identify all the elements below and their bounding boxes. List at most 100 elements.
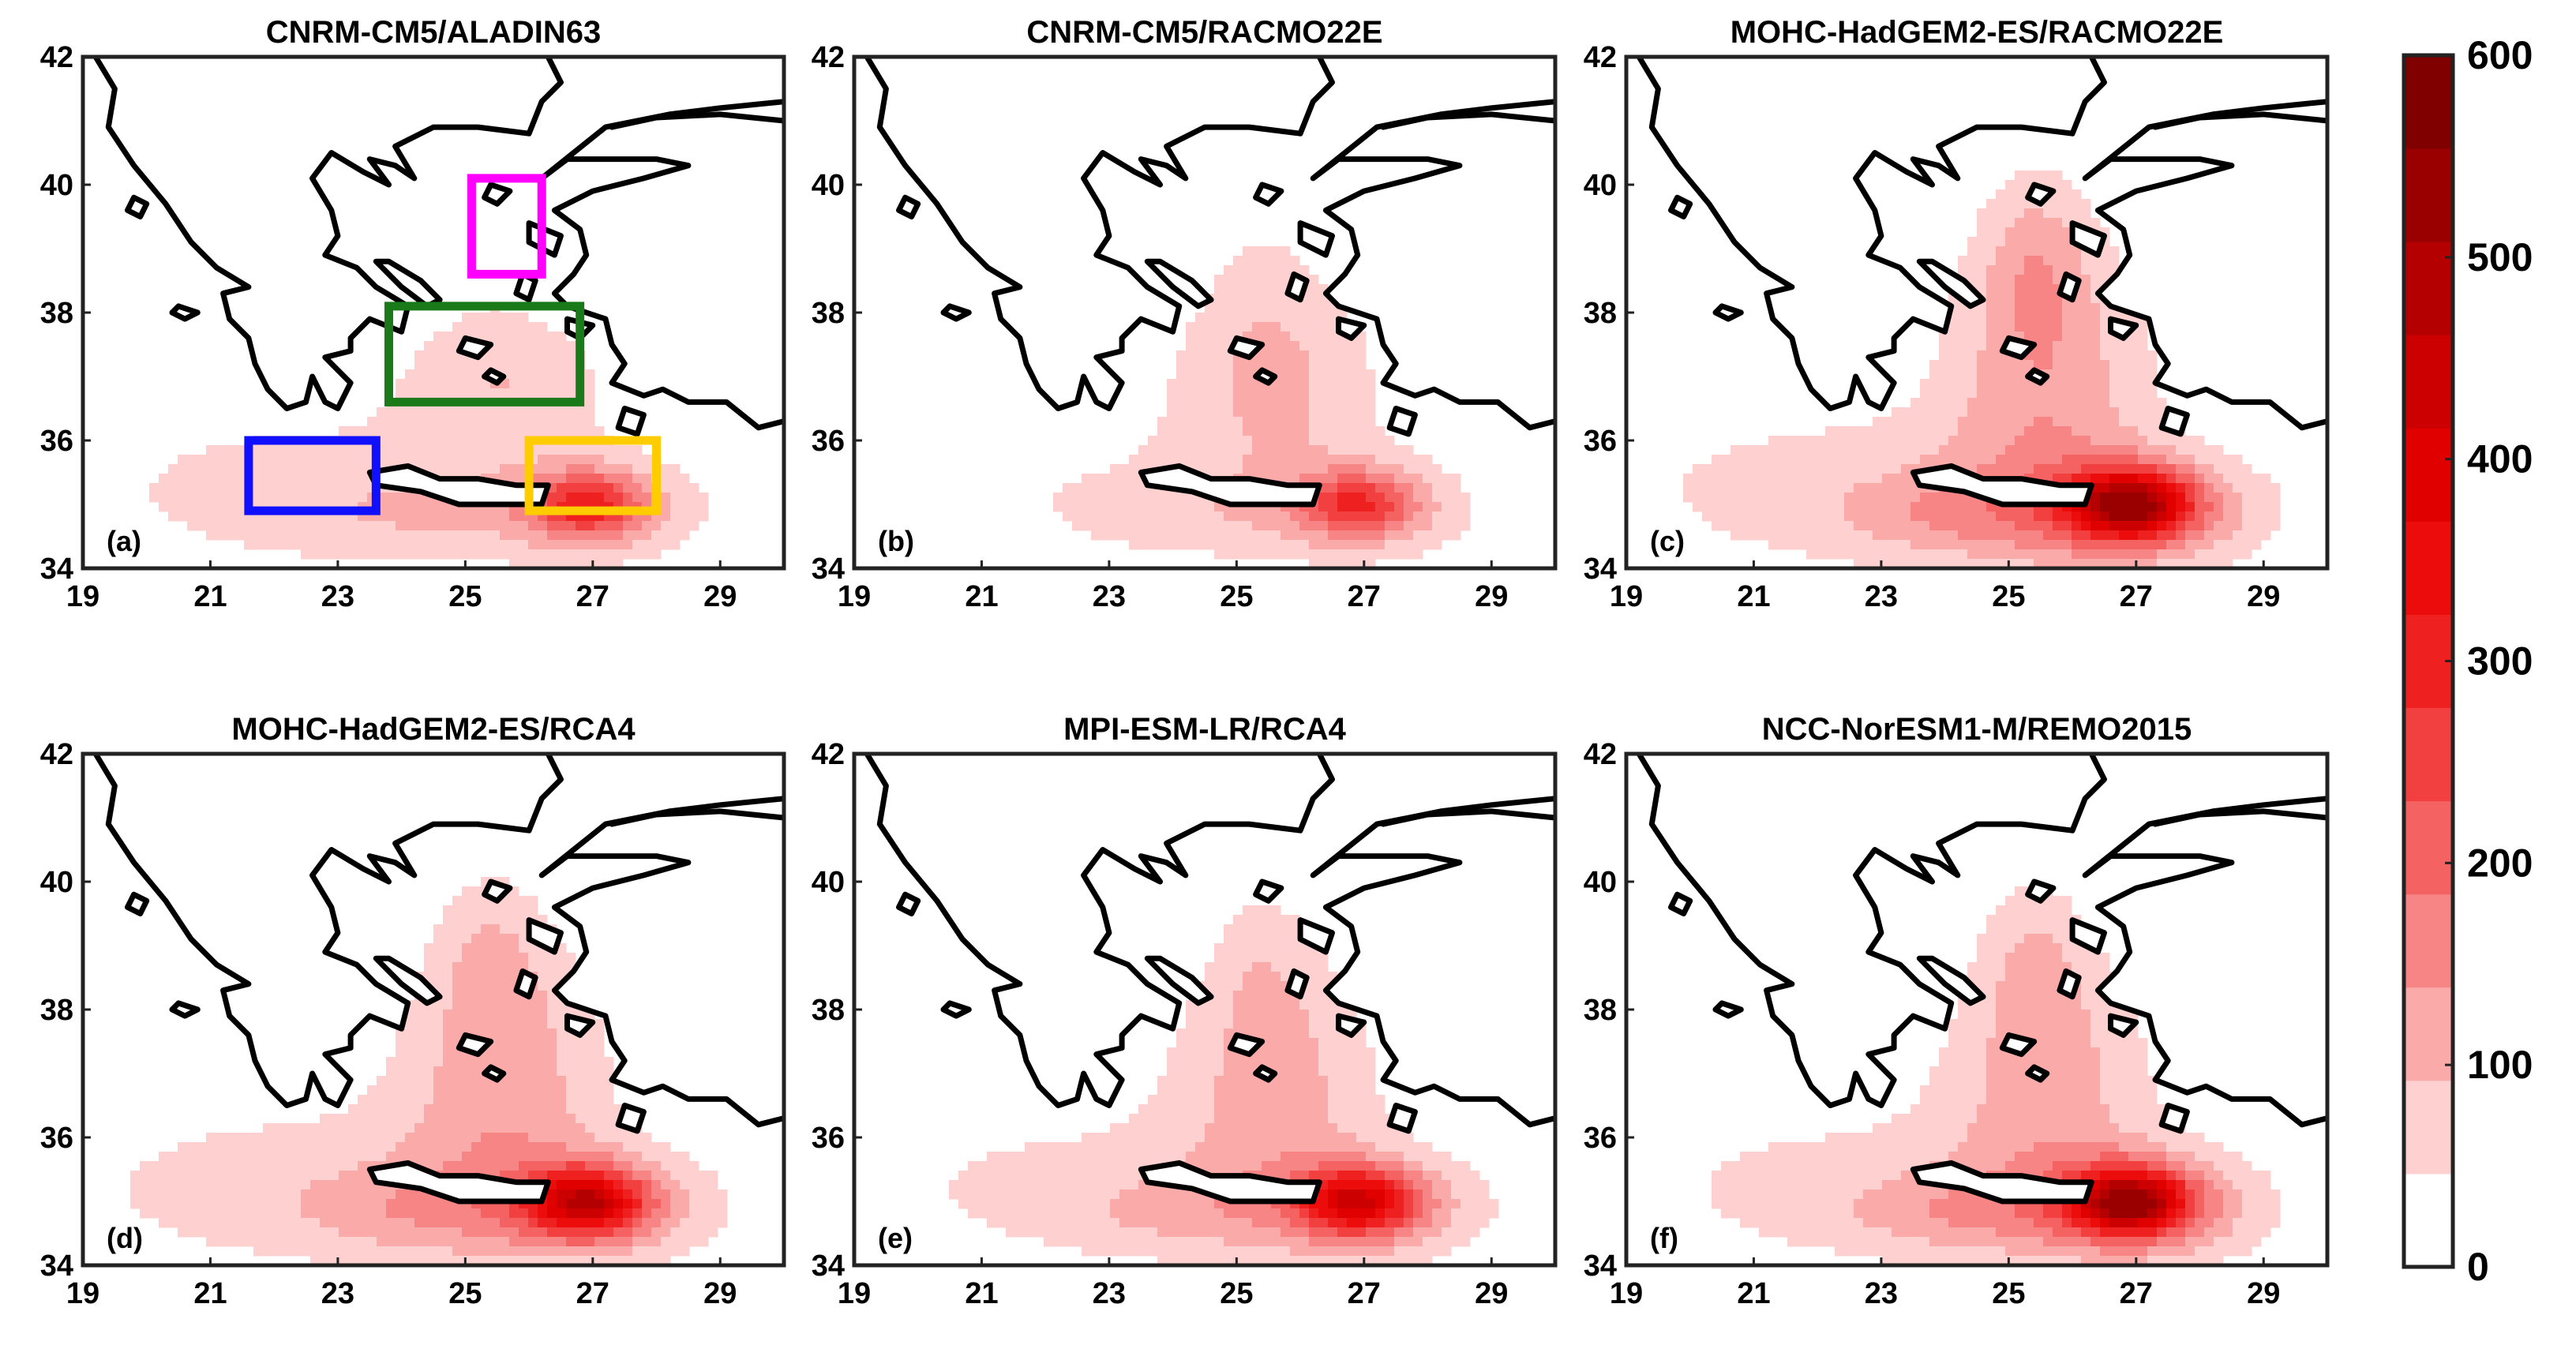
y-tick-label: 42 <box>40 738 73 771</box>
y-tick-label: 34 <box>1584 553 1617 586</box>
x-tick-label: 23 <box>321 1277 354 1310</box>
coastline <box>83 754 784 1205</box>
coastline <box>1626 754 2327 1205</box>
x-tick-label: 23 <box>1865 1277 1898 1310</box>
y-tick-label: 38 <box>1584 297 1617 330</box>
x-tick-label: 21 <box>1737 580 1770 613</box>
y-tick-label: 34 <box>40 553 73 586</box>
colorbar-segment <box>2404 1173 2453 1268</box>
y-tick-label: 42 <box>1584 41 1617 74</box>
colorbar-segment <box>2404 707 2453 802</box>
x-tick-label: 25 <box>1220 1277 1253 1310</box>
colorbar-segment <box>2404 335 2453 429</box>
colorbar-segment <box>2404 148 2453 242</box>
x-tick-label: 21 <box>965 1277 998 1310</box>
x-tick-label: 27 <box>2120 580 2153 613</box>
x-tick-label: 29 <box>703 580 737 613</box>
contour-field <box>1626 754 2327 1265</box>
panel-title: MOHC-HadGEM2-ES/RACMO22E <box>1730 15 2224 50</box>
panel-label: (a) <box>107 525 141 557</box>
y-tick-label: 42 <box>812 41 845 74</box>
y-tick-label: 42 <box>1584 738 1617 771</box>
colorbar-tick-label: 400 <box>2467 437 2533 481</box>
panel-title: NCC-NorESM1-M/REMO2015 <box>1762 712 2192 747</box>
y-tick-label: 36 <box>40 1122 73 1155</box>
x-tick-label: 19 <box>838 580 871 613</box>
panel-title: MOHC-HadGEM2-ES/RCA4 <box>231 712 636 747</box>
y-tick-label: 40 <box>40 169 73 202</box>
panel-label: (d) <box>107 1222 143 1254</box>
region-box-north <box>467 174 546 279</box>
x-tick-label: 25 <box>448 580 482 613</box>
x-tick-label: 27 <box>1348 1277 1381 1310</box>
region-box-southeast <box>524 436 662 515</box>
colorbar-tick-label: 100 <box>2467 1043 2533 1087</box>
y-tick-label: 40 <box>1584 866 1617 899</box>
x-tick-label: 23 <box>1093 1277 1126 1310</box>
x-tick-label: 19 <box>1610 1277 1643 1310</box>
x-tick-label: 19 <box>838 1277 871 1310</box>
y-tick-label: 38 <box>40 994 73 1027</box>
x-tick-label: 27 <box>2120 1277 2153 1310</box>
y-tick-label: 36 <box>1584 1122 1617 1155</box>
y-tick-label: 34 <box>40 1249 73 1283</box>
colorbar-segment <box>2404 55 2453 149</box>
panel-label: (c) <box>1650 525 1685 557</box>
y-tick-label: 36 <box>812 425 845 458</box>
panel-label: (e) <box>878 1222 913 1254</box>
y-tick-label: 38 <box>812 994 845 1027</box>
x-tick-label: 27 <box>1348 580 1381 613</box>
panel-title: MPI-ESM-LR/RCA4 <box>1063 712 1347 747</box>
panel-label: (f) <box>1650 1222 1678 1254</box>
x-tick-label: 25 <box>1220 580 1253 613</box>
y-tick-label: 36 <box>812 1122 845 1155</box>
panel-f: NCC-NorESM1-M/REMO2015 (f)19 21 23 25 27 29 42 4… <box>1584 712 2330 1310</box>
x-tick-label: 29 <box>2247 580 2280 613</box>
y-tick-label: 38 <box>40 297 73 330</box>
y-tick-label: 34 <box>812 1249 845 1283</box>
colorbar-segment <box>2404 1080 2453 1175</box>
x-tick-label: 21 <box>193 1277 227 1310</box>
colorbar-segment <box>2404 800 2453 895</box>
colorbar-tick-label: 300 <box>2467 639 2533 684</box>
colorbar-tick-label: 600 <box>2467 33 2533 77</box>
y-tick-label: 38 <box>812 297 845 330</box>
x-tick-label: 29 <box>1475 580 1508 613</box>
x-tick-label: 29 <box>2247 1277 2280 1310</box>
x-tick-label: 23 <box>1093 580 1126 613</box>
x-tick-label: 21 <box>193 580 227 613</box>
colorbar-segment <box>2404 428 2453 522</box>
y-tick-label: 34 <box>1584 1249 1617 1283</box>
contour-field <box>854 57 1555 568</box>
y-tick-label: 36 <box>1584 425 1617 458</box>
y-tick-label: 34 <box>812 553 845 586</box>
x-tick-label: 19 <box>66 580 99 613</box>
coastline <box>854 57 1555 508</box>
region-box-west <box>244 436 381 515</box>
panel-e: MPI-ESM-LR/RCA4 (e)19 21 23 25 27 29 42 40 38 36 34 <box>812 712 1558 1310</box>
colorbar-segment <box>2404 987 2453 1081</box>
colorbar-segment <box>2404 242 2453 335</box>
coastline <box>854 754 1555 1205</box>
region-box-central <box>384 302 585 406</box>
colorbar: 600 500 400 300 200 100 0 <box>2402 33 2533 1289</box>
x-tick-label: 25 <box>448 1277 482 1310</box>
y-tick-label: 36 <box>40 425 73 458</box>
colorbar-segment <box>2404 521 2453 615</box>
y-tick-label: 40 <box>812 169 845 202</box>
x-tick-label: 25 <box>1992 580 2025 613</box>
contour-field <box>83 57 784 568</box>
contour-field <box>1626 57 2327 568</box>
x-tick-label: 19 <box>66 1277 99 1310</box>
contour-field <box>83 754 784 1265</box>
y-tick-label: 42 <box>40 41 73 74</box>
x-tick-label: 23 <box>1865 580 1898 613</box>
x-tick-label: 27 <box>576 1277 609 1310</box>
y-tick-label: 38 <box>1584 994 1617 1027</box>
y-tick-label: 40 <box>40 866 73 899</box>
y-tick-label: 40 <box>812 866 845 899</box>
x-tick-label: 23 <box>321 580 354 613</box>
colorbar-segment <box>2404 894 2453 988</box>
coastline <box>1626 57 2327 508</box>
